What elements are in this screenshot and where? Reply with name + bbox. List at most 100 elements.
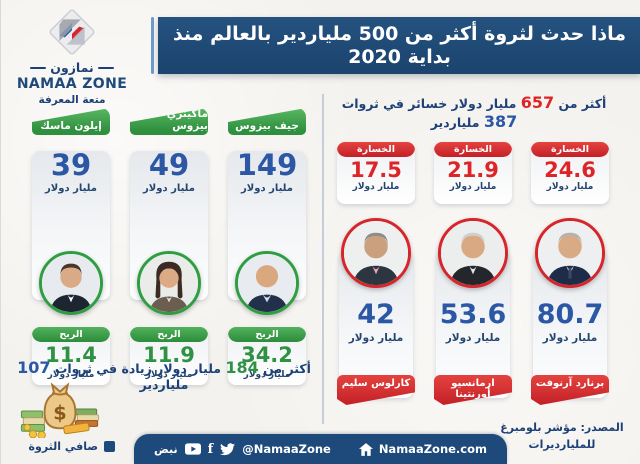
net-worth-value: 149 [236,148,298,182]
gainer-card-jeff-bezos: جيف بيزوس 149 مليار دولار الربح 34.2 ملي… [228,108,306,385]
profit-card: الربح 34.2 مليار دولار [228,327,306,385]
loss-total-amount: 657 [520,93,555,112]
gainer-card-elon-musk: إيلون ماسك 39 مليار دولار الربح 11.4 ملي… [32,108,110,385]
currency-unit-label: مليار دولار [145,370,193,381]
logo-dash-right [30,66,47,69]
currency-unit-label: مليار دولار [143,183,195,194]
loser-card-carlos-slim: 42 مليار دولار كارلوس سليم [337,218,415,405]
gainers-section: إيلون ماسك 39 مليار دولار الربح 11.4 ملي… [32,108,306,385]
profit-banner: الربح [32,327,110,342]
loss-value: 17.5 [350,158,402,182]
photo-carlos-slim [341,218,411,288]
currency-unit-label: مليار دولار [445,332,501,344]
photo-jeff-bezos [235,251,299,315]
gain-total-amount: 184 [225,358,259,377]
loss-card: الخسارة 17.5 مليار دولار [337,142,415,204]
gainers-summary: أكثر من 184 مليار دولار زيادة في ثروات 1… [17,358,311,392]
billionaire-name: برنارد آرنوفت [535,378,605,389]
profit-banner: الربح [228,327,306,342]
social-links: نبض f @NamaaZone [154,442,331,457]
net-worth-card: 39 مليار دولار [32,148,110,315]
currency-unit-label: مليار دولار [542,332,598,344]
currency-unit-label: مليار دولار [352,182,400,193]
website-link[interactable]: NamaaZone.com [358,442,487,456]
nabd-app-link[interactable]: نبض [154,442,178,456]
loser-card-amancio-ortega: 53.6 مليار دولار ارمانسيو أورنتينا [434,218,512,405]
profit-value: 11.9 [143,343,195,367]
brand-name-arabic-text: نمازون [50,60,94,75]
header-accent-line [151,17,154,74]
net-worth-value: 53.6 [439,299,507,330]
currency-unit-label: مليار دولار [243,370,291,381]
photo-bernard-arnault [535,218,605,288]
net-worth-legend: صافي الثروة [19,440,115,453]
loss-banner: الخسارة [531,142,609,157]
source-line-2: للمليارديرات [528,437,596,451]
net-worth-value: 39 [50,148,92,182]
brand-logo: نمازون NAMAA ZONE متعة المعرفة [11,5,133,106]
billionaire-name: إيلون ماسك [40,120,102,132]
logo-dash-left [97,66,114,69]
billionaire-name: ارمانسيو أورنتينا [451,378,495,400]
section-divider [322,94,324,424]
gainer-name-tab: ماكينزي بيزوس [130,108,208,135]
currency-unit-label: مليار دولار [546,182,594,193]
social-handle[interactable]: @NamaaZone [242,442,331,456]
net-worth-value: 42 [357,299,395,330]
currency-unit-label: مليار دولار [45,183,97,194]
net-worth-legend-label: صافي الثروة [28,440,99,453]
loss-cards-row: الخسارة 17.5 مليار دولار الخسارة 21.9 مل… [337,142,609,204]
page-title: ماذا حدث لثروة أكثر من 500 ملياردير بالع… [172,22,627,68]
profit-banner: الربح [130,327,208,342]
photo-elon-musk [39,251,103,315]
currency-unit-label: مليار دولار [348,332,404,344]
loss-banner: الخسارة [434,142,512,157]
net-worth-value: 49 [148,148,190,182]
facebook-icon[interactable]: f [207,441,214,457]
brand-name-english: NAMAA ZONE [16,76,128,92]
brand-tagline: متعة المعرفة [38,94,106,106]
brand-name-arabic: نمازون [11,60,133,75]
legend-square-icon [104,441,115,452]
gainer-name-tab: إيلون ماسك [32,108,110,135]
net-worth-value: 80.7 [536,299,604,330]
billionaire-name: جيف بيزوس [235,120,299,132]
website-url[interactable]: NamaaZone.com [378,442,487,456]
photo-amancio-ortega [438,218,508,288]
source-line-1: المصدر: مؤشر بلومبرغ [500,421,624,434]
gainers-count: 107 [17,358,51,377]
loser-name-tab: برنارد آرنوفت [531,375,609,405]
net-worth-card: 49 مليار دولار [130,148,208,315]
currency-unit-label: مليار دولار [47,370,95,381]
gainer-card-mackenzie-bezos: ماكينزي بيزوس 49 مليار دولار الربح 11.9 … [130,108,208,385]
home-icon [358,442,373,456]
profit-card: الربح 11.9 مليار دولار [130,327,208,385]
dollar-sign: $ [53,402,66,425]
currency-unit-label: مليار دولار [241,183,293,194]
loser-card-bernard-arnault: 80.7 مليار دولار برنارد آرنوفت [531,218,609,405]
loss-card: الخسارة 24.6 مليار دولار [531,142,609,204]
losers-section: 42 مليار دولار كارلوس سليم 53.6 مليار دو… [337,218,609,405]
profit-card: الربح 11.4 مليار دولار [32,327,110,385]
loser-name-tab: ارمانسيو أورنتينا [434,375,512,405]
loss-card: الخسارة 21.9 مليار دولار [434,142,512,204]
losers-summary: أكثر من 657 مليار دولار خسائر في ثروات 3… [341,93,607,131]
losers-count: 387 [483,112,518,131]
net-worth-card: 149 مليار دولار [228,148,306,315]
gainer-name-tab: جيف بيزوس [228,108,306,135]
loss-banner: الخسارة [337,142,415,157]
profit-value: 11.4 [45,343,97,367]
currency-unit-label: مليار دولار [449,182,497,193]
billionaire-name: كارلوس سليم [341,378,411,389]
namaa-zone-logo-icon [49,9,95,55]
loser-name-tab: كارلوس سليم [337,375,415,405]
header-title-bar: ماذا حدث لثروة أكثر من 500 ملياردير بالع… [158,17,640,74]
youtube-icon[interactable] [184,443,201,455]
money-bag-illustration: $ [20,382,100,438]
twitter-icon[interactable] [220,442,236,456]
photo-mackenzie-bezos [137,251,201,315]
source-credit: المصدر: مؤشر بلومبرغ للمليارديرات [487,420,637,453]
profit-value: 34.2 [241,343,293,367]
loss-value: 24.6 [544,158,596,182]
